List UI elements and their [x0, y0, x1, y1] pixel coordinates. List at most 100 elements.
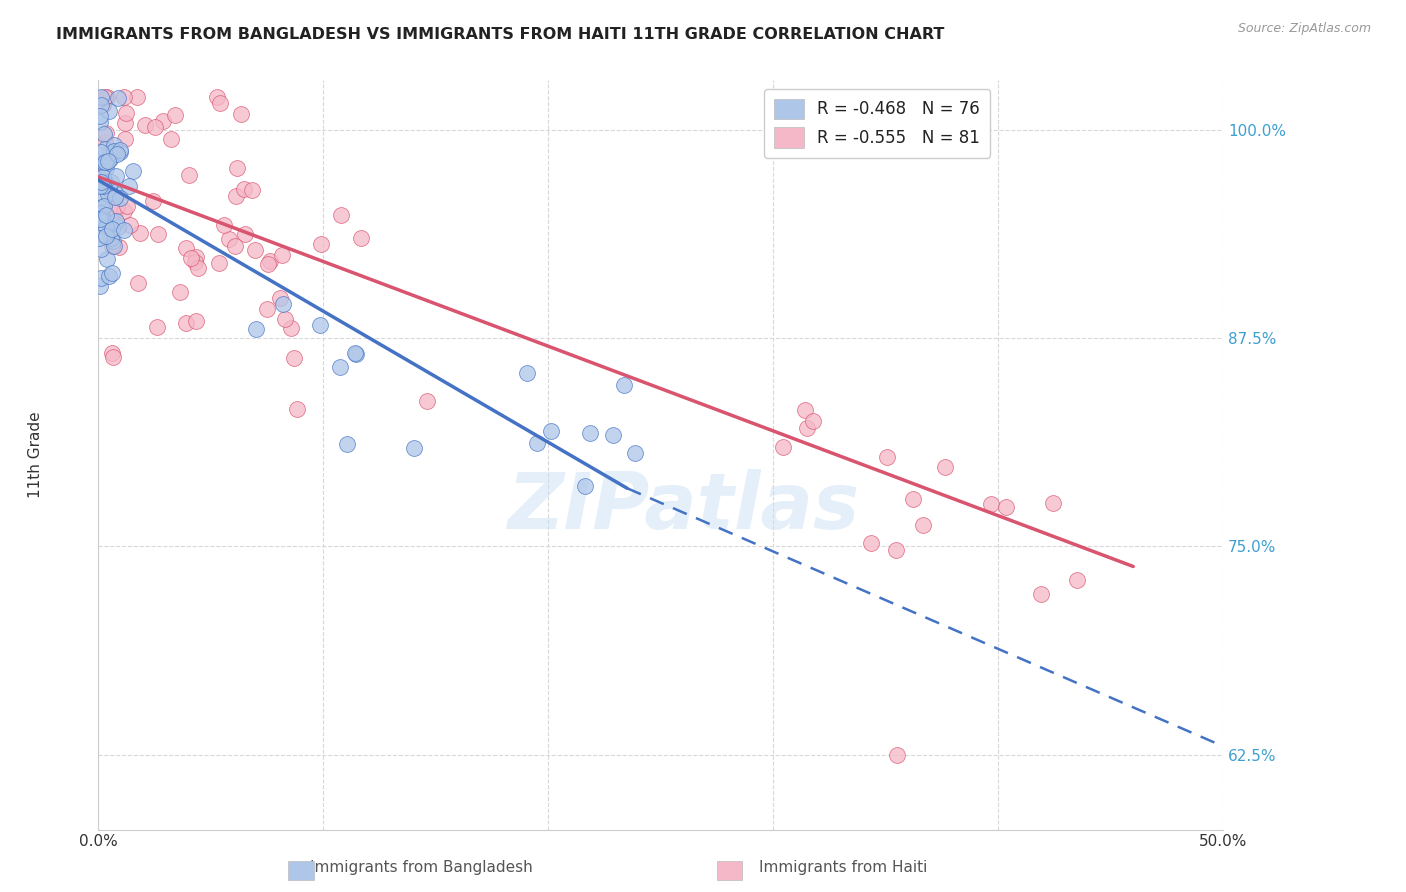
Point [184, 314, 207, 328]
Text: Source: ZipAtlas.com: Source: ZipAtlas.com [1237, 22, 1371, 36]
Point [187, 260, 209, 275]
Point [114, 223, 136, 237]
Point [96, 220, 118, 235]
Point [179, 168, 201, 182]
Point [174, 241, 197, 255]
Point [526, 436, 548, 450]
Point [801, 414, 824, 428]
Point [93, 155, 115, 169]
Point [110, 143, 132, 157]
Text: Immigrants from Haiti: Immigrants from Haiti [759, 861, 928, 875]
Point [94, 161, 117, 176]
Y-axis label: 11th Grade: 11th Grade [28, 411, 42, 499]
Point [243, 244, 266, 258]
Point [271, 296, 294, 310]
Point [101, 346, 124, 360]
Point [240, 183, 263, 197]
Point [283, 351, 305, 365]
Point [271, 248, 294, 262]
Point [94, 90, 117, 104]
Point [176, 316, 198, 330]
Point [103, 144, 125, 158]
Point [94, 228, 117, 243]
Point [117, 198, 139, 212]
Point [350, 230, 373, 244]
Legend: R = -0.468   N = 76, R = -0.555   N = 81: R = -0.468 N = 76, R = -0.555 N = 81 [763, 88, 990, 158]
Point [624, 445, 647, 459]
Point [114, 106, 136, 120]
Point [91, 178, 114, 193]
Point [94, 126, 117, 140]
Point [886, 542, 908, 557]
Point [108, 145, 131, 159]
Point [860, 536, 883, 550]
Point [98, 103, 121, 118]
Point [89, 115, 111, 129]
Point [794, 402, 817, 417]
Point [256, 257, 278, 271]
Point [980, 497, 1002, 511]
Point [335, 437, 357, 451]
Point [207, 256, 229, 270]
Point [93, 199, 115, 213]
Point [101, 239, 124, 253]
Point [309, 318, 332, 333]
Point [269, 291, 291, 305]
Point [112, 204, 135, 219]
Point [107, 91, 129, 105]
Point [125, 90, 148, 104]
Point [259, 253, 281, 268]
Point [225, 189, 247, 203]
Point [90, 169, 112, 183]
Point [214, 218, 236, 232]
Point [105, 199, 128, 213]
Point [901, 491, 924, 506]
Point [114, 116, 136, 130]
Point [89, 212, 111, 227]
Point [180, 251, 202, 265]
Point [90, 271, 112, 285]
Point [205, 90, 228, 104]
Point [108, 240, 131, 254]
Point [93, 135, 115, 149]
Point [142, 194, 165, 208]
Point [232, 182, 254, 196]
Point [91, 211, 114, 226]
Point [90, 175, 112, 189]
Point [89, 109, 111, 123]
Point [876, 450, 898, 465]
Point [121, 164, 143, 178]
Point [574, 479, 596, 493]
Point [233, 227, 256, 242]
Point [934, 460, 956, 475]
Point [100, 145, 122, 159]
Point [280, 321, 302, 335]
Point [1042, 496, 1064, 510]
Point [169, 285, 191, 299]
Point [344, 347, 367, 361]
Point [613, 377, 636, 392]
Point [602, 428, 624, 442]
Point [94, 175, 117, 189]
Point [344, 346, 367, 360]
Point [146, 227, 169, 241]
Point [256, 302, 278, 317]
Point [112, 90, 135, 104]
Point [134, 118, 156, 132]
Point [231, 106, 253, 120]
Point [146, 320, 169, 334]
Point [101, 234, 124, 248]
Point [91, 98, 114, 112]
Point [91, 154, 114, 169]
Point [101, 350, 124, 364]
Point [208, 96, 231, 111]
Point [94, 208, 117, 222]
Point [143, 120, 166, 134]
Point [309, 236, 332, 251]
Point [105, 147, 128, 161]
Point [579, 425, 602, 440]
Point [416, 394, 439, 409]
Point [218, 232, 240, 246]
Point [98, 152, 121, 166]
Point [89, 230, 111, 244]
